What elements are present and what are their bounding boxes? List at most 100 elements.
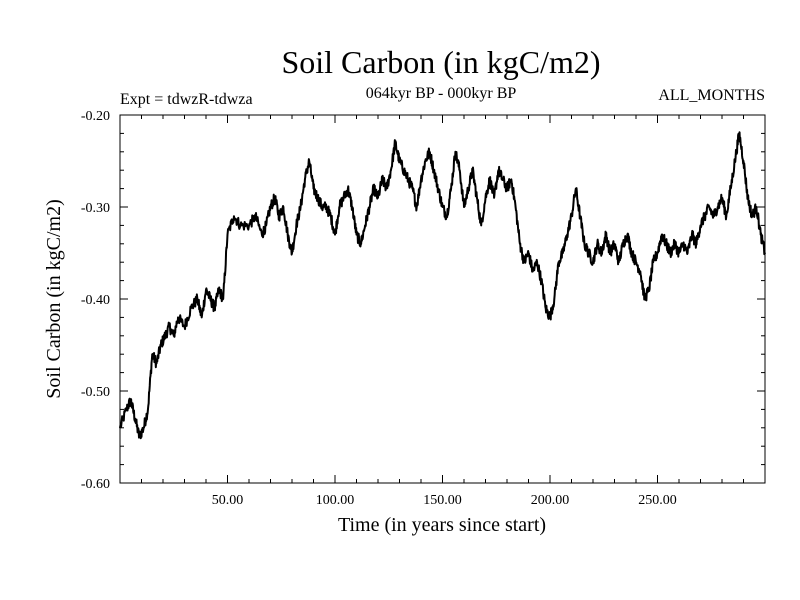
data-point (403, 169, 405, 171)
data-point (394, 141, 397, 144)
data-point (377, 197, 379, 199)
data-point (321, 206, 323, 208)
chart-title: Soil Carbon (in kgC/m2) (281, 44, 600, 80)
data-point (329, 215, 332, 217)
x-axis-title: Time (in years since start) (338, 514, 546, 536)
data-point (557, 261, 560, 264)
data-point (125, 408, 128, 411)
data-point (600, 252, 603, 254)
data-point (566, 233, 568, 236)
data-point (553, 298, 556, 300)
series-layer (119, 131, 766, 440)
data-point (278, 215, 280, 217)
data-point (570, 215, 573, 217)
data-point (274, 197, 276, 199)
data-point (669, 252, 672, 254)
data-point (605, 233, 607, 236)
data-point (168, 325, 171, 328)
data-point (704, 215, 706, 217)
data-point (673, 243, 676, 245)
data-point (222, 298, 224, 300)
data-point (390, 169, 392, 171)
data-point (497, 169, 500, 171)
data-point (129, 399, 132, 402)
x-tick-label: 100.00 (316, 493, 355, 508)
data-point (699, 224, 702, 227)
data-point (575, 187, 577, 190)
data-point (385, 187, 388, 190)
data-point (415, 206, 418, 208)
data-point (618, 261, 620, 264)
data-point (364, 224, 366, 227)
data-point (325, 206, 328, 208)
data-point (734, 160, 736, 162)
data-point (682, 243, 685, 245)
data-point (540, 279, 543, 282)
data-point (527, 252, 530, 254)
data-point (446, 215, 448, 217)
data-point (368, 206, 371, 208)
y-tick-label: -0.30 (81, 201, 110, 216)
data-point (248, 224, 250, 227)
data-point (200, 316, 203, 319)
data-point (209, 298, 212, 300)
data-point (334, 233, 336, 236)
data-point (233, 215, 235, 217)
data-point (172, 335, 175, 337)
data-point (398, 160, 401, 162)
data-point (342, 197, 345, 199)
data-point (304, 178, 306, 181)
y-tick-label: -0.20 (81, 109, 110, 124)
data-point (695, 243, 697, 245)
data-point (119, 427, 121, 429)
data-point (471, 169, 474, 171)
data-point (155, 362, 158, 365)
data-point (265, 224, 268, 227)
data-point (360, 243, 362, 245)
x-tick-label: 50.00 (212, 493, 244, 508)
data-point (454, 151, 457, 153)
data-point (665, 243, 667, 245)
data-point (164, 335, 166, 337)
data-point (712, 215, 715, 217)
data-point (635, 261, 637, 264)
data-point (716, 206, 719, 208)
series-line (119, 131, 766, 440)
data-point (729, 187, 732, 190)
data-point (587, 252, 590, 254)
months-label: ALL_MONTHS (658, 87, 765, 104)
data-point (299, 206, 302, 208)
y-tick-label: -0.60 (81, 477, 110, 492)
data-point (532, 270, 534, 273)
data-point (437, 187, 440, 190)
data-point (190, 307, 192, 310)
data-point (291, 252, 293, 254)
data-point (138, 436, 141, 438)
experiment-label: Expt = tdwzR-tdwza (120, 91, 253, 108)
data-point (450, 187, 452, 190)
data-point (295, 224, 298, 227)
x-tick-label: 250.00 (638, 493, 677, 508)
data-point (489, 178, 491, 181)
data-point (562, 252, 564, 254)
data-point (691, 233, 693, 236)
data-point (286, 233, 289, 236)
data-point (751, 215, 753, 217)
period-label: 064kyr BP - 000kyr BP (366, 85, 517, 102)
data-point (549, 316, 551, 319)
data-point (506, 187, 508, 190)
data-point (196, 298, 199, 300)
data-point (536, 261, 538, 264)
data-point (630, 252, 633, 254)
data-point (463, 206, 465, 208)
data-point (476, 197, 478, 199)
data-point (147, 408, 149, 411)
data-point (308, 160, 311, 162)
data-point (213, 307, 216, 310)
data-point (514, 206, 517, 208)
data-point (183, 325, 186, 328)
tick-labels-layer: 50.00 100.00 150.00 200.00 250.00 -0.60 -0.50 -… (81, 109, 677, 508)
data-point (218, 289, 220, 291)
data-point (583, 243, 586, 245)
data-point (686, 252, 689, 254)
